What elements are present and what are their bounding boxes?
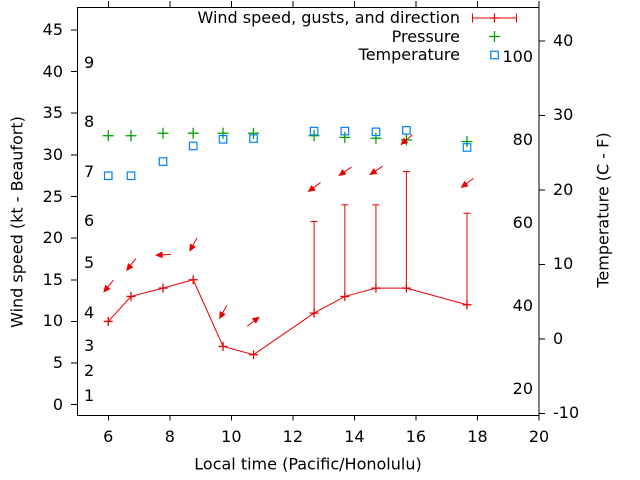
beaufort-scale-label: 3 [84,336,95,356]
wind-speed-line [107,279,468,356]
beaufort-scale-label: 5 [84,253,95,273]
temperature-series [103,125,472,181]
gust-bars [310,171,471,314]
celsius-tick-label: 0 [553,328,564,348]
beaufort-scale-label: 4 [84,303,95,323]
kt-tick-label: 45 [42,19,63,39]
celsius-tick-label: 30 [553,105,574,125]
pressure-series [102,127,473,148]
beaufort-scale-label: 6 [84,211,95,231]
fahrenheit-scale-label: 100 [502,47,533,67]
wind-direction-arrows [103,134,474,327]
kt-tick-label: 30 [42,144,63,164]
x-tick-label: 6 [103,427,114,446]
legend-label-temperature: Temperature [358,45,460,64]
beaufort-scale-label: 1 [84,386,95,406]
y-axis-title-left: Wind speed (kt - Beaufort) [7,116,27,328]
kt-tick-label: 35 [42,103,63,123]
beaufort-scale-label: 9 [84,53,95,73]
beaufort-scale-label: 2 [84,361,95,381]
kt-tick-label: 5 [52,353,63,373]
fahrenheit-scale-label: 80 [512,130,533,150]
x-tick-label: 16 [405,427,427,446]
fahrenheit-scale-label: 40 [512,296,533,316]
beaufort-scale-label: 7 [84,161,95,181]
legend-label-wind: Wind speed, gusts, and direction [197,8,460,27]
x-tick-label: 8 [164,427,175,446]
x-tick-label: 20 [528,427,550,446]
x-tick-label: 14 [344,427,365,446]
celsius-tick-label: -10 [553,403,580,423]
celsius-tick-label: 40 [553,31,574,50]
legend-label-pressure: Pressure [391,26,460,46]
x-tick-label: 10 [221,427,242,446]
kt-tick-label: 25 [42,186,63,206]
kt-tick-label: 0 [52,394,63,414]
kt-tick-label: 10 [42,311,63,331]
axis-ticks [71,1,545,421]
kt-tick-label: 40 [42,61,63,81]
x-tick-label: 12 [282,427,304,446]
wind-speed-markers [103,275,472,360]
fahrenheit-scale-label: 20 [512,378,533,398]
x-tick-label: 18 [467,427,488,446]
kt-tick-label: 15 [42,269,63,289]
y-axis-title-right: Temperature (C - F) [593,132,613,288]
legend-samples [472,13,517,60]
plot-border [77,7,540,416]
celsius-tick-label: 20 [553,179,574,199]
fahrenheit-scale-label: 60 [512,212,533,232]
beaufort-scale-label: 8 [84,111,95,131]
x-axis-title: Local time (Pacific/Honolulu) [194,454,422,474]
celsius-tick-label: 10 [553,254,574,274]
kt-tick-label: 20 [42,228,63,248]
